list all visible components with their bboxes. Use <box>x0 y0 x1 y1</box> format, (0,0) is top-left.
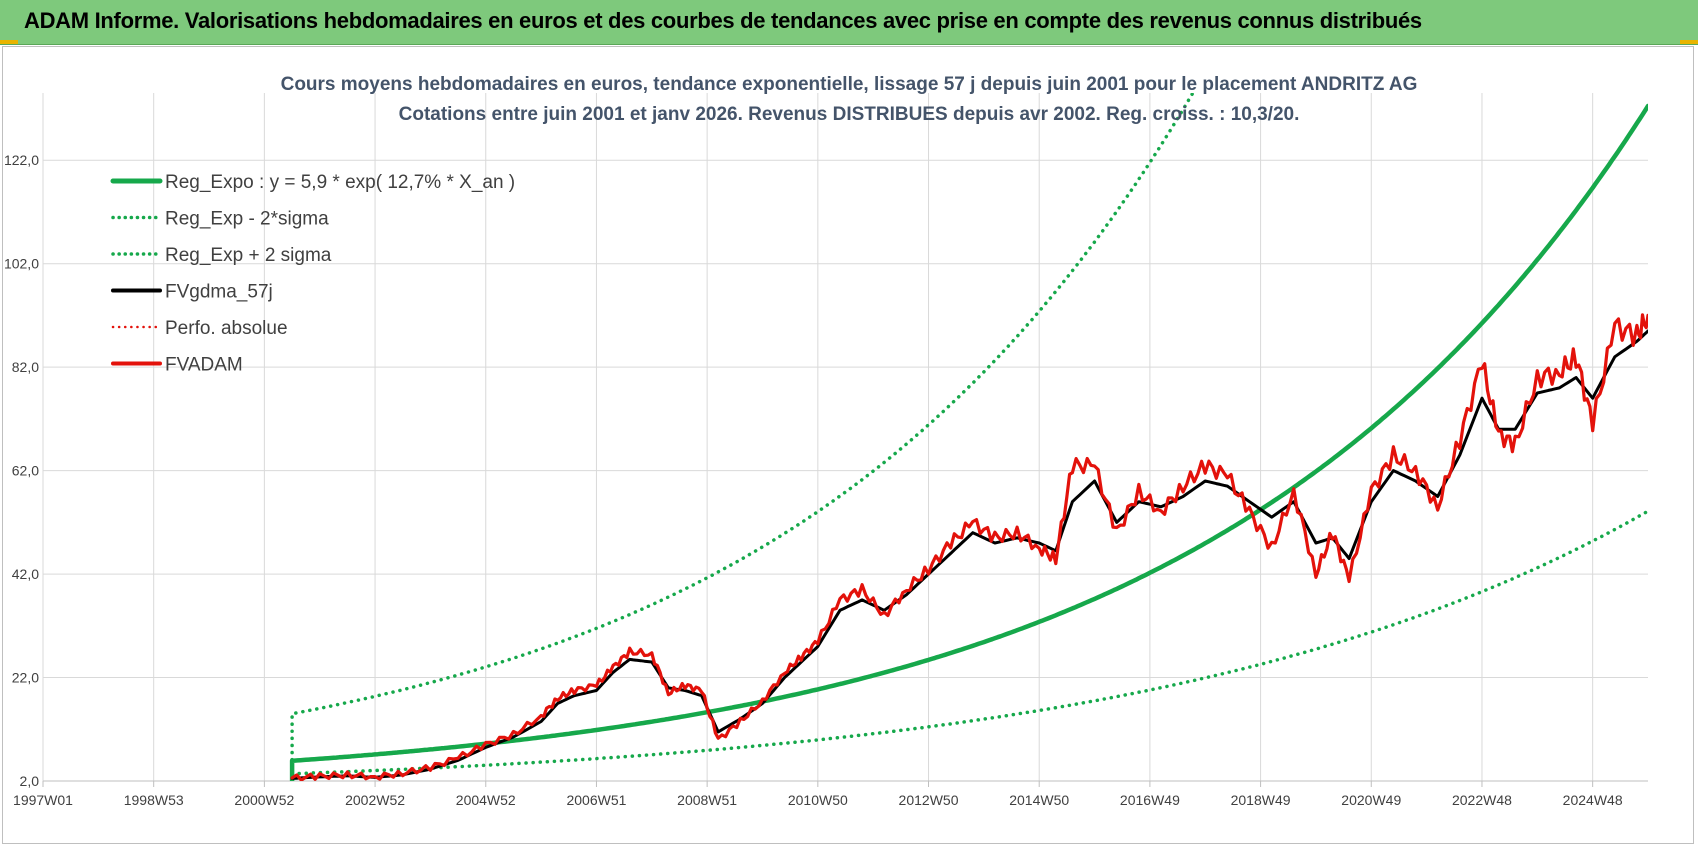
x-tick-label: 2014W50 <box>1009 792 1069 808</box>
x-tick-label: 2020W49 <box>1341 792 1401 808</box>
y-tick-label: 42,0 <box>12 566 39 582</box>
legend-label: FVgdma_57j <box>165 282 273 303</box>
series-reg-expo <box>289 103 1648 781</box>
x-tick-label: 2000W52 <box>234 792 294 808</box>
y-tick-label: 22,0 <box>12 670 39 686</box>
header-bar: ADAM Informe. Valorisations hebdomadaire… <box>0 0 1698 45</box>
y-tick-label: 82,0 <box>12 359 39 375</box>
chart-title-block: Cours moyens hebdomadaires en euros, ten… <box>0 70 1698 130</box>
x-axis-ticks: 1997W01 1998W53 2000W52 2002W52 2004W52 2006W… <box>13 780 1648 808</box>
legend-label: Reg_Expo : y = 5,9 * exp( 12,7% * X_an ) <box>165 172 515 193</box>
series-reg-exp-2-sigma <box>290 93 1195 781</box>
gridlines <box>42 93 1648 782</box>
series-fvadam <box>290 313 1648 781</box>
chart-frame <box>2 46 1694 844</box>
legend: Reg_Expo : y = 5,9 * exp( 12,7% * X_an )… <box>110 172 515 376</box>
series-fvgdma-57j <box>290 329 1648 780</box>
chart-subtitle: Cotations entre juin 2001 et janv 2026. … <box>398 104 1300 125</box>
y-axis-ticks: 2,0 22,0 42,0 62,0 82,0 102,0 122,0 <box>4 152 39 789</box>
x-tick-label: 2024W48 <box>1563 792 1623 808</box>
x-tick-label: 1998W53 <box>124 792 184 808</box>
x-tick-label: 2022W48 <box>1452 792 1512 808</box>
chart-title: Cours moyens hebdomadaires en euros, ten… <box>280 74 1418 95</box>
page-title: ADAM Informe. Valorisations hebdomadaire… <box>24 8 1422 33</box>
y-tick-label: 2,0 <box>20 773 40 789</box>
x-tick-label: 2006W51 <box>566 792 626 808</box>
legend-label: FVADAM <box>165 355 243 376</box>
x-tick-label: 2004W52 <box>456 792 516 808</box>
corner-marker <box>1680 40 1698 44</box>
legend-label: Perfo. absolue <box>165 318 288 339</box>
x-tick-label: 2016W49 <box>1120 792 1180 808</box>
y-tick-label: 102,0 <box>4 256 39 272</box>
y-tick-label: 62,0 <box>12 463 39 479</box>
x-tick-label: 2008W51 <box>677 792 737 808</box>
corner-marker <box>0 40 18 44</box>
x-tick-label: 2010W50 <box>788 792 848 808</box>
x-tick-label: 2002W52 <box>345 792 405 808</box>
legend-label: Reg_Exp + 2 sigma <box>165 245 332 266</box>
legend-label: Reg_Exp - 2*sigma <box>165 209 329 230</box>
plot-area <box>289 93 1648 781</box>
x-tick-label: 2012W50 <box>899 792 959 808</box>
y-tick-label: 122,0 <box>4 152 39 168</box>
x-tick-label: 1997W01 <box>13 792 73 808</box>
x-tick-label: 2018W49 <box>1231 792 1291 808</box>
